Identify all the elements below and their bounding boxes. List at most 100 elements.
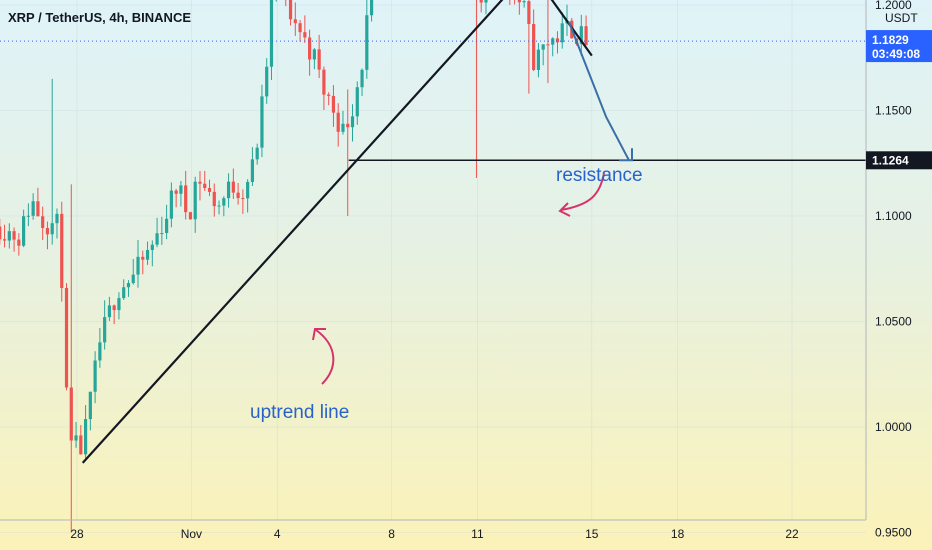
candle-body (584, 26, 588, 46)
candle-body (355, 87, 359, 117)
candle (560, 12, 564, 49)
candle-body (60, 213, 64, 288)
candle (88, 391, 92, 431)
candle (31, 193, 35, 220)
candle (541, 44, 545, 66)
candle-body (541, 44, 545, 50)
candle (122, 279, 126, 300)
candle-body (484, 0, 488, 3)
candle (555, 31, 560, 54)
candle (207, 179, 212, 197)
candle (303, 15, 307, 43)
candle-body (184, 185, 188, 213)
time-axis[interactable]: 28 Nov 4 8 11 15 18 22 (70, 527, 799, 541)
candle (312, 48, 316, 70)
candle-body (0, 226, 2, 240)
level-price-tag[interactable]: 1.1264 (866, 151, 932, 170)
candle (198, 170, 202, 201)
candle-body (36, 201, 40, 217)
candle (26, 203, 30, 227)
candle-body (322, 69, 326, 95)
candle-body (174, 190, 178, 194)
candle (22, 209, 26, 248)
candle-body (74, 435, 78, 441)
candle-body (50, 223, 54, 235)
candle-body (207, 188, 212, 192)
candle (169, 182, 173, 228)
candle (150, 240, 154, 267)
price-tick-label: 1.0000 (875, 420, 912, 434)
candle (160, 216, 164, 245)
date-tick-label: 15 (585, 527, 599, 541)
date-tick-label: 4 (274, 527, 281, 541)
candle (141, 250, 145, 275)
candle (41, 206, 45, 241)
candle-body (317, 49, 321, 70)
candle (522, 0, 526, 8)
price-axis[interactable]: 1.40001.35001.30001.25001.20001.15001.10… (866, 0, 932, 540)
candle-body (331, 95, 336, 113)
candle (546, 0, 550, 84)
candle-body (45, 227, 50, 235)
projection-arrowhead (618, 148, 633, 162)
candle-body (341, 123, 345, 132)
currency-label: USDT (885, 11, 918, 25)
candle (2, 224, 7, 248)
candle-body (360, 69, 364, 88)
candle-body (327, 94, 331, 96)
candle-body (560, 23, 564, 43)
price-tick-label: 1.0500 (875, 315, 912, 329)
candle-body (117, 298, 121, 311)
candle-body (312, 49, 316, 60)
candle (155, 217, 159, 248)
candle-body (145, 250, 150, 260)
candle-body (93, 360, 97, 392)
candle (179, 181, 183, 207)
candle-body (555, 38, 560, 43)
level-price-tag-bg (866, 151, 932, 170)
candle-body (179, 185, 183, 194)
candle-body (141, 256, 145, 260)
candle (360, 68, 364, 97)
candle-body (479, 0, 483, 3)
date-tick-label: 18 (671, 527, 685, 541)
uptrend-pointer-head (312, 328, 326, 341)
candle (112, 304, 116, 325)
candle (45, 221, 50, 250)
candle (265, 58, 269, 104)
candle (12, 227, 16, 252)
candle (184, 170, 188, 220)
candle-body (522, 1, 526, 3)
candle-body (69, 387, 73, 441)
candle-body (88, 391, 92, 420)
date-tick-label: 22 (785, 527, 799, 541)
candle-body (150, 244, 154, 251)
candle-body (346, 123, 350, 128)
candle-body (303, 32, 307, 38)
candle (341, 110, 345, 135)
candle-body (241, 198, 245, 200)
uptrend-line[interactable] (81, 0, 526, 464)
candle (98, 327, 102, 368)
candle-body (350, 116, 355, 128)
candle-body (122, 287, 126, 299)
candle (222, 196, 226, 217)
candle (293, 2, 297, 36)
candle (298, 20, 302, 42)
candle (17, 233, 21, 256)
candle (136, 240, 140, 288)
resistance-line[interactable] (483, 0, 593, 57)
candle (579, 14, 583, 57)
candle (36, 187, 40, 217)
candle-body (26, 215, 30, 217)
current-price-value: 1.1829 (872, 33, 909, 47)
candle-body (579, 26, 583, 44)
candle-body (41, 216, 45, 228)
candle-body (17, 239, 21, 246)
candle (103, 300, 107, 350)
candle (350, 104, 355, 142)
candle-body (298, 23, 302, 33)
